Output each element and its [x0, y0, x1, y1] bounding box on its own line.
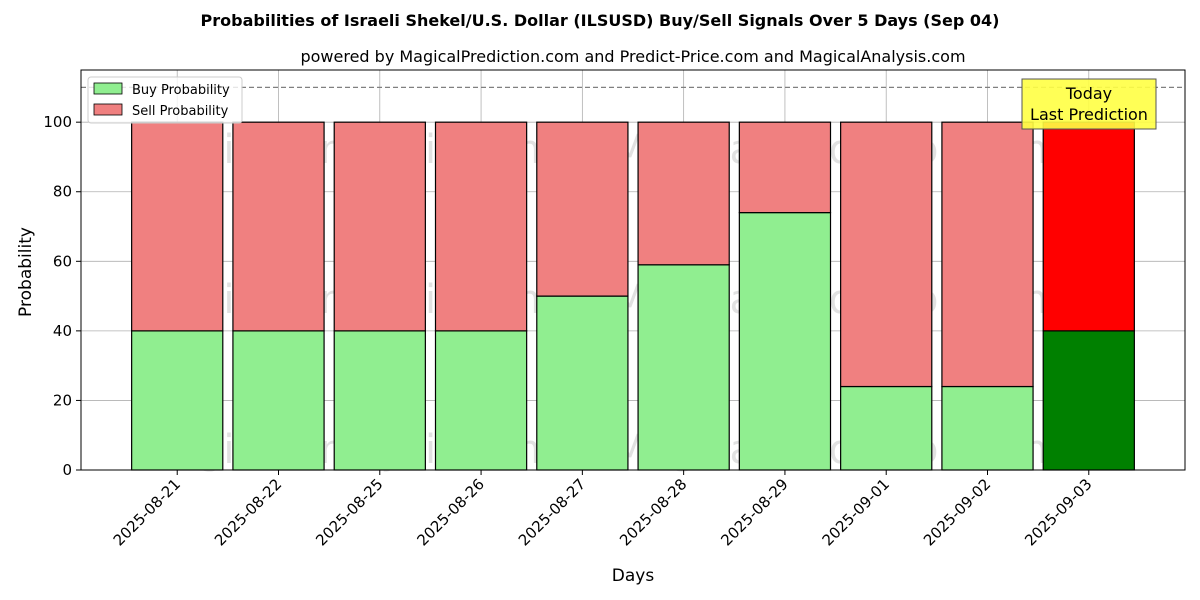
- x-tick-label: 2025-08-25: [312, 475, 386, 549]
- x-axis-label: Days: [612, 566, 655, 586]
- x-tick-label: 2025-09-03: [1021, 475, 1095, 549]
- bar-sell: [536, 121, 629, 297]
- y-tick-label: 100: [43, 113, 72, 131]
- bar-sell: [434, 121, 528, 332]
- bar-buy: [536, 295, 629, 471]
- annotation-line-2: Last Prediction: [1030, 105, 1148, 124]
- bar-buy: [232, 330, 325, 471]
- x-tick-label: 2025-08-27: [515, 475, 589, 549]
- y-axis: 0 20 40 60 80 100: [43, 113, 81, 479]
- bar-buy: [1042, 330, 1135, 471]
- legend-swatch-sell: [93, 103, 123, 116]
- y-axis-label: Probability: [16, 227, 36, 317]
- x-tick-label: 2025-08-22: [211, 475, 285, 549]
- bar-buy: [738, 212, 832, 471]
- bar-sell: [637, 121, 730, 266]
- bars: [131, 121, 1135, 471]
- bar-sell: [232, 121, 325, 332]
- bar-sell: [941, 121, 1034, 388]
- y-tick-label: 80: [53, 183, 72, 201]
- bar-buy: [941, 385, 1034, 471]
- bar-buy: [840, 385, 933, 471]
- legend-label-buy: Buy Probability: [132, 83, 230, 98]
- chart-subtitle: powered by MagicalPrediction.com and Pre…: [300, 47, 965, 66]
- bar-buy: [434, 330, 528, 471]
- chart-title: Probabilities of Israeli Shekel/U.S. Dol…: [201, 11, 1000, 30]
- legend-label-sell: Sell Probability: [132, 104, 229, 119]
- bar-sell: [131, 121, 224, 332]
- legend-swatch-buy: [93, 82, 123, 95]
- y-tick-label: 60: [53, 252, 72, 270]
- x-tick-label: 2025-09-01: [819, 475, 893, 549]
- x-tick-label: 2025-08-21: [110, 475, 184, 549]
- bar-buy: [637, 264, 730, 471]
- y-tick-label: 40: [53, 322, 72, 340]
- legend: Buy Probability Sell Probability: [87, 76, 243, 124]
- x-tick-label: 2025-09-02: [920, 475, 994, 549]
- annotation-box: [1021, 78, 1157, 130]
- bar-sell: [738, 121, 832, 214]
- annotation-line-1: Today: [1065, 84, 1112, 103]
- bar-sell: [1042, 121, 1135, 332]
- x-tick-label: 2025-08-26: [414, 475, 488, 549]
- y-tick-label: 0: [62, 461, 72, 479]
- bar-sell: [333, 121, 426, 332]
- bar-buy: [333, 330, 426, 471]
- bar-buy: [131, 330, 224, 471]
- x-axis: 2025-08-21 2025-08-22 2025-08-25 2025-08-26…: [110, 470, 1096, 549]
- bar-sell: [840, 121, 933, 388]
- legend-box: [87, 76, 243, 124]
- y-tick-label: 20: [53, 391, 72, 409]
- x-tick-label: 2025-08-28: [616, 475, 690, 549]
- plot-frame: [80, 69, 1186, 471]
- x-tick-label: 2025-08-29: [717, 475, 791, 549]
- today-annotation: Today Last Prediction: [1021, 78, 1157, 130]
